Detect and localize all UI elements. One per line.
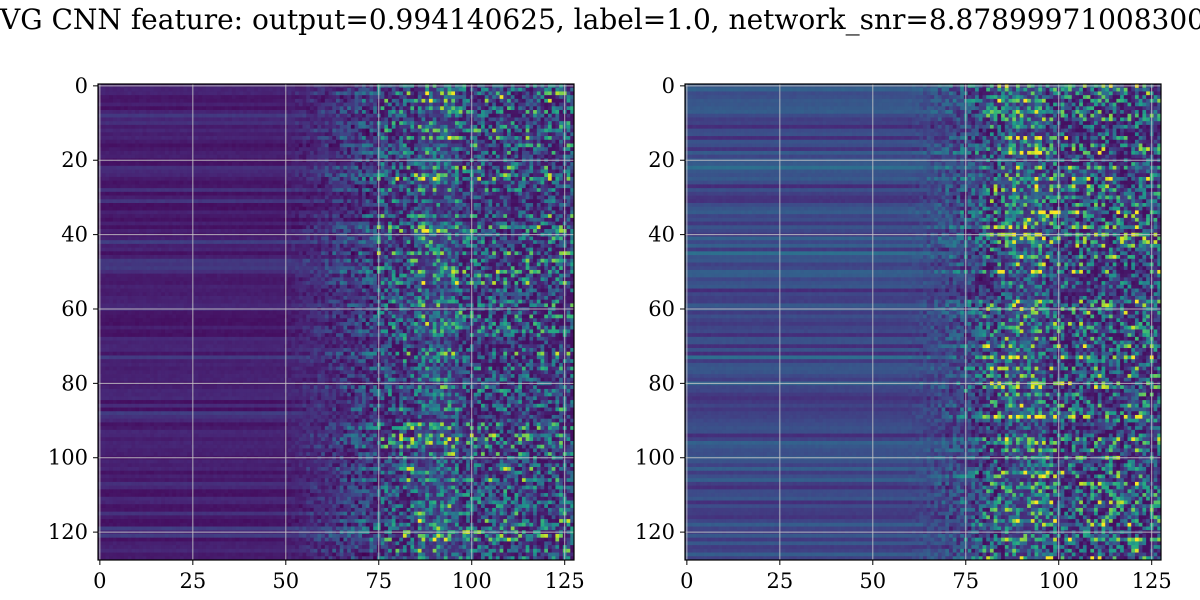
y-tick-label: 80 xyxy=(648,371,675,395)
heatmap-cells xyxy=(685,84,1161,560)
y-tick-label: 80 xyxy=(61,371,88,395)
x-tick-label: 25 xyxy=(766,569,793,593)
y-tick-label: 120 xyxy=(635,520,675,544)
x-tick-label: 100 xyxy=(452,569,492,593)
y-tick-label: 100 xyxy=(48,446,88,470)
heatmap-cells xyxy=(98,84,574,560)
y-tick-label: 20 xyxy=(61,148,88,172)
y-tick-label: 60 xyxy=(648,297,675,321)
y-tick-label: 40 xyxy=(61,223,88,247)
x-tick-label: 0 xyxy=(680,569,693,593)
x-tick-label: 75 xyxy=(365,569,392,593)
y-tick-label: 100 xyxy=(635,446,675,470)
x-tick-label: 50 xyxy=(272,569,299,593)
y-tick-label: 0 xyxy=(75,74,88,98)
y-tick-label: 120 xyxy=(48,520,88,544)
x-tick-label: 125 xyxy=(545,569,585,593)
y-tick-label: 40 xyxy=(648,223,675,247)
y-tick-label: 20 xyxy=(648,148,675,172)
heatmap-panel-left: 0 25 50 75 100 125 0 20 40 60 80 100 120 xyxy=(48,74,585,593)
x-tick-label: 75 xyxy=(952,569,979,593)
y-tick-label: 0 xyxy=(662,74,675,98)
heatmap-panel-right: 0 25 50 75 100 125 0 20 40 60 80 100 120 xyxy=(635,74,1172,593)
x-tick-label: 100 xyxy=(1039,569,1079,593)
x-tick-label: 50 xyxy=(859,569,886,593)
x-tick-label: 0 xyxy=(93,569,106,593)
x-tick-label: 25 xyxy=(179,569,206,593)
x-tick-label: 125 xyxy=(1132,569,1172,593)
y-tick-label: 60 xyxy=(61,297,88,321)
